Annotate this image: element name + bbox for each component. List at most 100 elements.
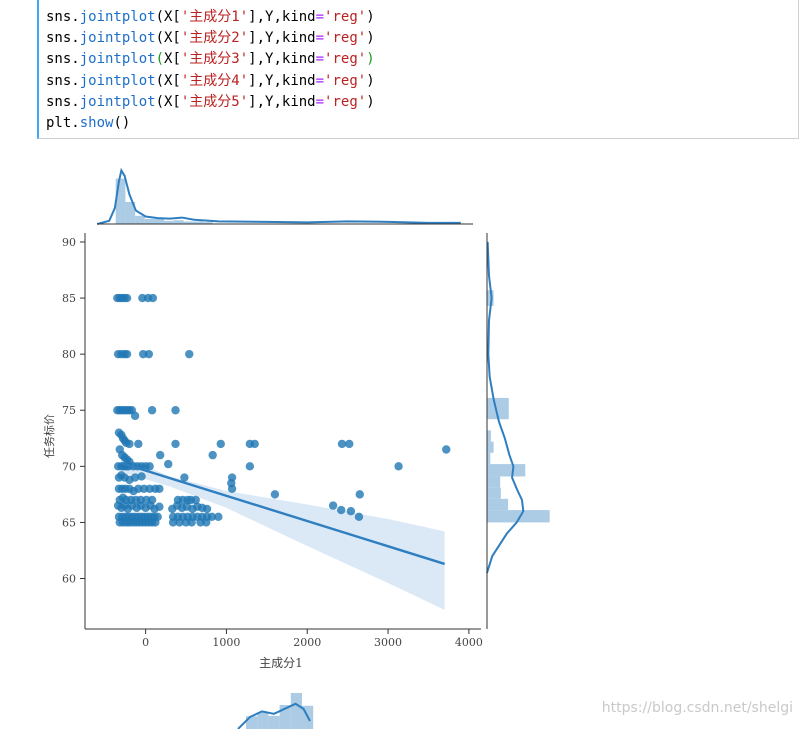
code-token: 'reg' — [324, 30, 367, 47]
data-point — [180, 473, 189, 482]
code-token: jointplot — [79, 9, 156, 25]
code-line: sns.jointplot(X['主成分1'],Y,kind='reg') — [46, 7, 375, 28]
jointplot-chart: 0 1000 2000 3000 4000 60 65 70 75 80 85 90 主成分1 任务标… — [42, 167, 550, 730]
code-token: ( — [155, 51, 165, 68]
right-histogram-bar — [487, 397, 509, 420]
x-tick-label: 0 — [142, 636, 149, 649]
y-tick-label: 60 — [62, 573, 76, 586]
top-histogram-bar — [135, 215, 145, 224]
right-kde-curve — [486, 241, 525, 574]
data-point — [155, 450, 165, 460]
top-histogram-bar — [144, 218, 155, 224]
data-point — [164, 459, 173, 469]
data-point — [202, 518, 211, 527]
x-tick-label: 1000 — [212, 636, 240, 649]
data-point — [134, 439, 143, 449]
code-token: X[ — [164, 51, 181, 68]
data-point — [394, 462, 403, 471]
data-point — [122, 349, 132, 359]
y-tick-label: 70 — [62, 460, 76, 473]
next-figure-histogram-bar — [279, 705, 291, 729]
data-point — [328, 501, 338, 510]
code-token: show — [79, 114, 114, 131]
code-token: ],Y,kind — [248, 9, 316, 25]
y-tick-label: 75 — [62, 404, 76, 417]
data-point — [270, 490, 280, 499]
code-cell[interactable]: sns.jointplot(X['主成分1'],Y,kind='reg') sns… — [37, 0, 799, 139]
data-point — [227, 484, 237, 493]
x-tick-label: 4000 — [455, 636, 483, 649]
data-point — [144, 349, 154, 359]
code-line: sns.jointplot(X['主成分3'],Y,kind='reg') — [46, 49, 375, 70]
data-point — [207, 512, 217, 522]
data-point — [216, 439, 225, 449]
data-point — [442, 445, 451, 454]
data-point — [155, 502, 164, 511]
data-point — [345, 439, 354, 449]
code-token: ],Y,kind — [248, 93, 316, 110]
right-histogram-bar — [487, 441, 494, 453]
code-token: jointplot — [79, 30, 156, 47]
data-point — [151, 518, 160, 527]
data-point — [175, 518, 184, 527]
next-figure-histogram-bar — [246, 716, 258, 729]
data-point — [130, 473, 140, 482]
top-histogram-bar — [202, 222, 213, 224]
confidence-band — [121, 456, 445, 610]
top-histogram-bar — [173, 220, 184, 224]
code-token: sns. — [46, 51, 80, 68]
y-tick-label: 80 — [62, 348, 76, 361]
right-histogram-bar — [487, 464, 526, 477]
code-token: 'reg' — [324, 51, 367, 68]
code-token: '主成分1' — [180, 9, 249, 25]
data-point — [155, 484, 164, 493]
right-histogram-bar — [487, 452, 491, 465]
top-histogram-bar — [164, 220, 174, 224]
data-point — [336, 505, 346, 515]
code-line: plt.show() — [46, 113, 375, 134]
code-token: = — [315, 30, 325, 47]
y-tick-label: 65 — [62, 516, 76, 529]
code-token: jointplot — [79, 93, 156, 110]
data-point — [122, 293, 132, 303]
x-tick-label: 3000 — [374, 636, 402, 649]
y-axis-label: 任务标价 — [42, 414, 56, 458]
next-figure-histogram-bar — [257, 712, 269, 729]
code-editor[interactable]: sns.jointplot(X['主成分1'],Y,kind='reg') sns… — [46, 7, 375, 134]
regression-line — [121, 461, 445, 566]
x-axis-label: 主成分1 — [259, 656, 303, 670]
data-point — [147, 406, 157, 415]
code-token: (X[ — [155, 9, 181, 25]
data-point — [145, 462, 154, 471]
code-token: = — [315, 51, 325, 68]
code-token: '主成分2' — [180, 30, 249, 47]
data-point — [187, 518, 196, 527]
right-histogram-bar — [487, 430, 491, 442]
top-histogram-bar — [125, 201, 136, 224]
data-point — [202, 504, 212, 514]
data-point — [185, 349, 194, 359]
right-histogram-bar — [487, 510, 550, 523]
data-point — [130, 411, 140, 421]
code-token: (X[ — [155, 30, 181, 47]
code-token: '主成分4' — [180, 72, 249, 89]
code-token: sns. — [46, 72, 80, 89]
data-point — [208, 450, 217, 460]
code-token: () — [113, 114, 131, 131]
code-token: ) — [366, 30, 375, 47]
data-point — [245, 462, 255, 471]
top-histogram-bar — [154, 218, 165, 224]
right-histogram-bar — [487, 290, 494, 306]
data-point — [214, 512, 223, 522]
code-token: ],Y,kind — [248, 51, 316, 68]
data-point — [337, 439, 347, 449]
right-histogram-bar — [487, 476, 501, 488]
code-line: sns.jointplot(X['主成分4'],Y,kind='reg') — [46, 71, 375, 92]
code-token: jointplot — [79, 51, 156, 68]
code-token: ) — [366, 72, 375, 89]
data-point — [171, 406, 180, 415]
code-token: (X[ — [155, 72, 181, 89]
data-point — [148, 293, 158, 303]
code-token: 'reg' — [324, 93, 367, 110]
data-point — [355, 490, 364, 499]
